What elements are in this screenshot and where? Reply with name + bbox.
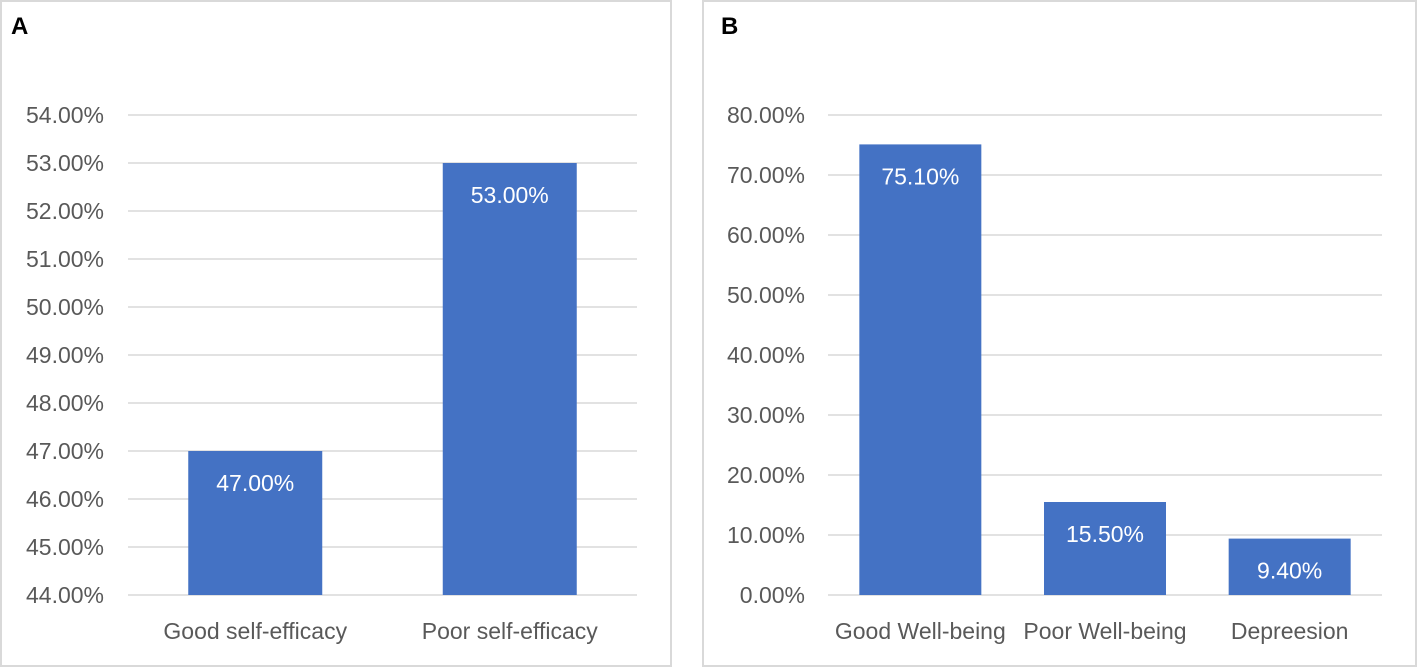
panel-b-bar [1044,502,1166,595]
panel-a-ytick-label: 54.00% [26,102,104,128]
panel-a-ytick-labels: 44.00% 45.00% 46.00% 47.00% 48.00% 49.00% 50.0… [26,102,104,608]
panel-b-ytick-label: 40.00% [727,342,805,368]
panel-a-data-label: 53.00% [471,182,549,208]
panel-b-data-label: 75.10% [881,163,959,189]
panel-b-category-label: Depreesion [1231,618,1349,644]
panel-b-letter: B [721,13,738,40]
panel-b-bar [859,144,982,595]
panel-a-data-label: 47.00% [216,470,294,496]
panel-b-ytick-label: 60.00% [727,222,805,248]
panel-b-data-labels: 75.10% 15.50% 9.40% [881,163,1322,583]
panel-a-ytick-label: 50.00% [26,294,104,320]
panel-a: A 44.00% 45.00% 46.00% 47.00% 48.00% 49.00% 50… [0,0,672,667]
panel-b: B 0.00% 10.00% 20.00% 30.00% 40.00% 50.00% 60.… [702,0,1417,667]
panel-a-ytick-label: 46.00% [26,486,104,512]
panel-a-ytick-label: 47.00% [26,438,104,464]
panel-a-ytick-label: 51.00% [26,246,104,272]
panel-b-category-label: Good Well-being [835,618,1006,644]
panel-b-ytick-label: 10.00% [727,522,805,548]
panel-a-ytick-label: 53.00% [26,150,104,176]
panel-b-data-label: 15.50% [1066,521,1144,547]
panel-b-bars [859,144,1351,595]
panel-a-ytick-label: 45.00% [26,534,104,560]
panel-a-letter: A [11,13,28,40]
panel-a-ytick-label: 49.00% [26,342,104,368]
panel-a-bars [188,163,577,595]
panel-a-category-labels: Good self-efficacy Poor self-efficacy [163,618,598,644]
panel-b-ytick-label: 30.00% [727,402,805,428]
panel-b-ytick-label: 80.00% [727,102,805,128]
panel-b-ytick-label: 70.00% [727,162,805,188]
panel-b-ytick-labels: 0.00% 10.00% 20.00% 30.00% 40.00% 50.00% 60.00… [727,102,805,608]
panel-a-ytick-label: 48.00% [26,390,104,416]
panel-a-ytick-label: 44.00% [26,582,104,608]
panel-a-category-label: Good self-efficacy [163,618,347,644]
panel-a-data-labels: 47.00% 53.00% [216,182,549,496]
panel-b-ytick-label: 0.00% [740,582,805,608]
panel-a-category-label: Poor self-efficacy [422,618,598,644]
panel-b-bar [1228,538,1351,595]
panel-b-category-labels: Good Well-being Poor Well-being Depreesion [835,618,1349,644]
panel-a-bar [442,163,577,595]
panel-a-ytick-label: 52.00% [26,198,104,224]
panel-b-category-label: Poor Well-being [1023,618,1186,644]
panel-b-ytick-label: 50.00% [727,282,805,308]
panel-b-ytick-label: 20.00% [727,462,805,488]
panel-b-data-label: 9.40% [1257,558,1322,584]
panel-a-bar [188,451,323,595]
